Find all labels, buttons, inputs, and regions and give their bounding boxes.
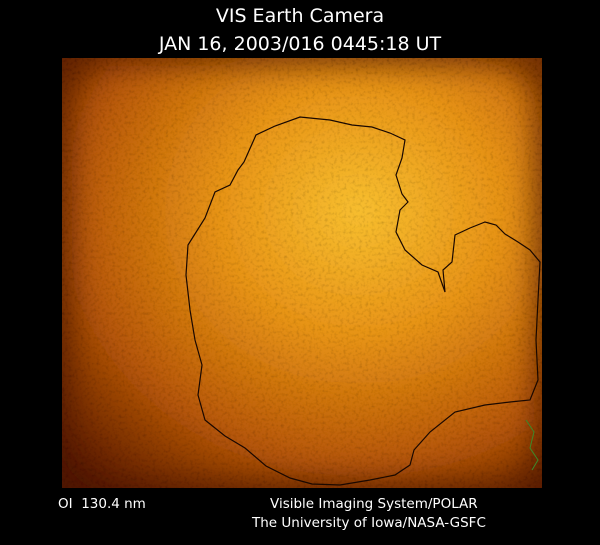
institution-label: The University of Iowa/NASA-GSFC	[251, 515, 486, 531]
coastline-edge	[525, 419, 539, 471]
coastline	[185, 116, 541, 486]
camera-image	[62, 58, 542, 488]
instrument-label: Visible Imaging System/POLAR	[270, 496, 478, 512]
image-title: VIS Earth Camera	[216, 5, 384, 27]
wavelength-label: OI 130.4 nm	[58, 496, 146, 512]
timestamp: JAN 16, 2003/016 0445:18 UT	[158, 33, 442, 55]
